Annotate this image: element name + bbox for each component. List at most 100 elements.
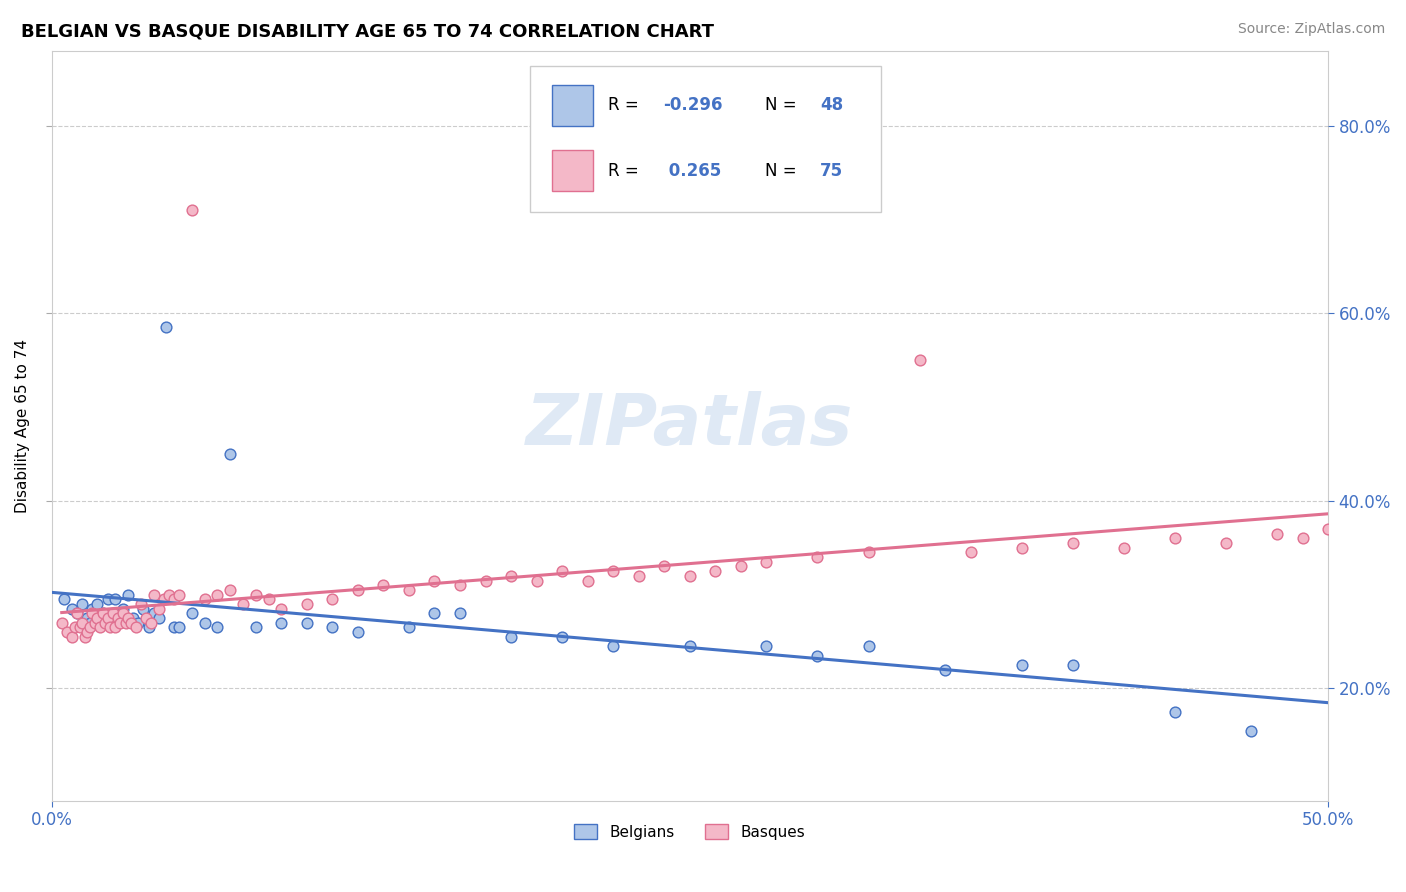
Point <box>107 611 129 625</box>
Point <box>679 569 702 583</box>
Y-axis label: Disability Age 65 to 74: Disability Age 65 to 74 <box>15 339 30 513</box>
Point <box>1215 536 1237 550</box>
Point <box>908 353 931 368</box>
Point <box>295 615 318 630</box>
Point <box>70 615 93 630</box>
FancyBboxPatch shape <box>553 85 593 126</box>
Point <box>959 545 981 559</box>
Point <box>86 597 108 611</box>
Point <box>321 592 343 607</box>
Point <box>806 550 828 565</box>
Point <box>806 648 828 663</box>
Point <box>1164 705 1187 719</box>
Point <box>97 592 120 607</box>
Point <box>111 601 134 615</box>
Point <box>148 611 170 625</box>
Point <box>104 592 127 607</box>
Point <box>1291 531 1313 545</box>
Point <box>117 588 139 602</box>
Point <box>194 615 217 630</box>
Point <box>474 574 496 588</box>
FancyBboxPatch shape <box>530 66 882 212</box>
Point <box>602 564 624 578</box>
Point <box>652 559 675 574</box>
Point <box>526 574 548 588</box>
Point <box>114 615 136 630</box>
Point <box>60 630 83 644</box>
Point <box>1062 536 1084 550</box>
Point <box>111 607 134 621</box>
Point <box>858 639 880 653</box>
Point <box>1265 526 1288 541</box>
Point <box>245 588 267 602</box>
Text: BELGIAN VS BASQUE DISABILITY AGE 65 TO 74 CORRELATION CHART: BELGIAN VS BASQUE DISABILITY AGE 65 TO 7… <box>21 22 714 40</box>
Point <box>129 597 152 611</box>
Point <box>163 620 186 634</box>
Point <box>157 588 180 602</box>
Point <box>91 607 114 621</box>
Point <box>181 203 204 218</box>
Text: -0.296: -0.296 <box>664 96 723 114</box>
Point <box>110 615 132 630</box>
Point <box>66 607 89 621</box>
Point <box>163 592 186 607</box>
Text: R =: R = <box>609 96 644 114</box>
Point <box>167 620 190 634</box>
Point <box>66 607 89 621</box>
Point <box>257 592 280 607</box>
Point <box>135 611 157 625</box>
Point <box>53 592 76 607</box>
Point <box>423 607 446 621</box>
Point <box>1164 531 1187 545</box>
Text: 75: 75 <box>820 161 844 179</box>
Point <box>84 615 107 630</box>
Point <box>1062 657 1084 672</box>
Point <box>627 569 650 583</box>
Point <box>127 615 149 630</box>
Point <box>86 611 108 625</box>
Point <box>270 601 292 615</box>
Point <box>142 607 165 621</box>
Point <box>219 447 242 461</box>
Point <box>70 597 93 611</box>
Text: 0.265: 0.265 <box>664 161 721 179</box>
Point <box>79 620 101 634</box>
Point <box>602 639 624 653</box>
Point <box>104 620 127 634</box>
Point <box>347 625 370 640</box>
Point <box>398 620 420 634</box>
Point <box>207 620 229 634</box>
Point <box>138 620 160 634</box>
Point <box>82 607 104 621</box>
Text: ZIPatlas: ZIPatlas <box>526 392 853 460</box>
Point <box>107 607 129 621</box>
Point <box>153 592 176 607</box>
Point <box>120 615 142 630</box>
FancyBboxPatch shape <box>553 150 593 192</box>
Point <box>321 620 343 634</box>
Point <box>858 545 880 559</box>
Point <box>125 620 148 634</box>
Point <box>56 625 79 640</box>
Point <box>423 574 446 588</box>
Point <box>117 611 139 625</box>
Point <box>63 620 86 634</box>
Text: N =: N = <box>765 161 801 179</box>
Point <box>82 601 104 615</box>
Legend: Belgians, Basques: Belgians, Basques <box>568 818 811 846</box>
Point <box>704 564 727 578</box>
Point <box>194 592 217 607</box>
Point <box>449 607 471 621</box>
Point <box>1011 657 1033 672</box>
Point <box>79 615 101 630</box>
Point <box>245 620 267 634</box>
Point <box>142 588 165 602</box>
Point <box>207 588 229 602</box>
Point <box>89 620 111 634</box>
Text: Source: ZipAtlas.com: Source: ZipAtlas.com <box>1237 22 1385 37</box>
Point <box>97 611 120 625</box>
Point <box>576 574 599 588</box>
Point <box>755 639 778 653</box>
Point <box>219 582 242 597</box>
Point <box>139 615 162 630</box>
